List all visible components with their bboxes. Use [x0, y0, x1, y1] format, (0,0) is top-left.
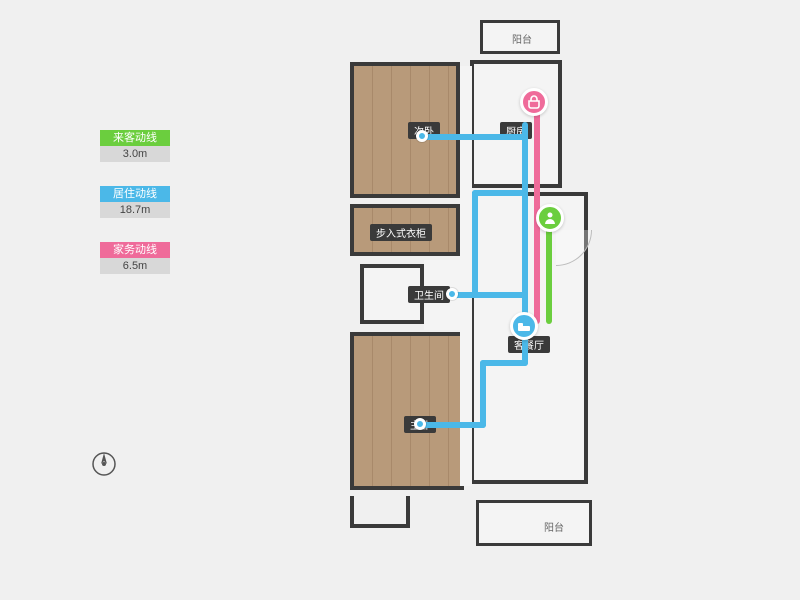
legend-item-living: 居住动线 18.7m [100, 186, 170, 218]
guest-icon [536, 204, 564, 232]
compass-icon [90, 450, 118, 478]
path-living-6 [480, 360, 528, 366]
legend-living-value: 18.7m [100, 202, 170, 218]
legend: 来客动线 3.0m 居住动线 18.7m 家务动线 6.5m [100, 130, 170, 298]
path-living-5 [450, 292, 528, 298]
housework-icon [520, 88, 548, 116]
path-living-8 [418, 422, 486, 428]
legend-housework-label: 家务动线 [100, 242, 170, 258]
node-bedroom2 [416, 130, 428, 142]
label-balcony-top: 阳台 [506, 30, 538, 47]
room-bedroom2 [350, 62, 460, 198]
legend-guest-value: 3.0m [100, 146, 170, 162]
legend-living-label: 居住动线 [100, 186, 170, 202]
legend-guest-label: 来客动线 [100, 130, 170, 146]
legend-item-guest: 来客动线 3.0m [100, 130, 170, 162]
living-icon [510, 312, 538, 340]
label-closet: 步入式衣柜 [370, 224, 432, 241]
path-living-7 [480, 360, 486, 428]
node-bathroom [446, 288, 458, 300]
path-living-4 [472, 190, 478, 298]
room-balcony-bottom [476, 500, 592, 546]
path-living-3 [472, 190, 528, 196]
label-bathroom: 卫生间 [408, 286, 450, 303]
node-bedroom1 [414, 418, 426, 430]
path-living-2 [420, 134, 526, 140]
room-bedroom1 [350, 332, 464, 490]
room-notch [350, 496, 410, 528]
path-guest-1 [546, 220, 552, 324]
legend-item-housework: 家务动线 6.5m [100, 242, 170, 274]
floor-plan: 阳台 厨房 次卧 步入式衣柜 卫生间 主卧 客餐厅 阳台 [300, 20, 620, 580]
legend-housework-value: 6.5m [100, 258, 170, 274]
label-balcony-bottom: 阳台 [538, 518, 570, 535]
